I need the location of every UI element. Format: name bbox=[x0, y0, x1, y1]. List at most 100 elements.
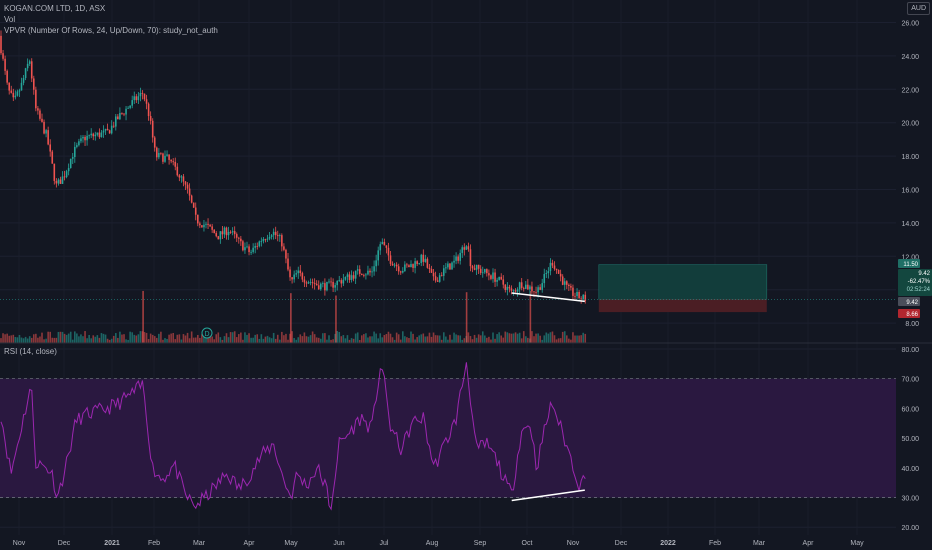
candle-body bbox=[8, 82, 10, 91]
volume-bar bbox=[336, 331, 338, 343]
rsi-divergence-line[interactable] bbox=[511, 489, 585, 502]
candle-body bbox=[393, 264, 396, 266]
volume-bar bbox=[381, 337, 384, 343]
volume-bar bbox=[420, 334, 423, 343]
candle-body bbox=[112, 125, 115, 127]
price-tick-label: 14.00 bbox=[901, 221, 919, 228]
volume-bar bbox=[414, 339, 416, 343]
volume-bar bbox=[510, 333, 513, 343]
currency-badge[interactable]: AUD bbox=[907, 2, 930, 15]
volume-bar bbox=[246, 334, 248, 343]
candle-body bbox=[438, 275, 441, 282]
candle-body bbox=[45, 130, 47, 134]
volume-bar bbox=[24, 336, 27, 343]
candle-body bbox=[235, 234, 238, 238]
candle-body bbox=[414, 261, 416, 268]
volume-bar bbox=[6, 333, 8, 343]
volume-bar bbox=[527, 337, 529, 343]
candle-body bbox=[525, 284, 527, 289]
price-tick-label: 26.00 bbox=[901, 21, 919, 28]
volume-bar bbox=[61, 331, 64, 343]
candle-body bbox=[410, 264, 412, 268]
candle-body bbox=[584, 294, 587, 302]
candle-body bbox=[561, 276, 564, 285]
volume-bar bbox=[242, 339, 244, 343]
price-tick-label: 16.00 bbox=[901, 188, 919, 195]
volume-bar bbox=[4, 334, 6, 343]
countdown-label: 02:52:24 bbox=[907, 287, 931, 293]
candle-body bbox=[389, 255, 392, 264]
candle-body bbox=[59, 179, 62, 184]
event-circle[interactable] bbox=[201, 327, 213, 339]
candle-body bbox=[199, 223, 201, 226]
candle-body bbox=[305, 282, 308, 284]
candle-body bbox=[512, 290, 515, 292]
candle-body bbox=[108, 130, 111, 134]
price-candles bbox=[0, 30, 587, 304]
candle-body bbox=[53, 163, 56, 181]
volume-bar bbox=[486, 337, 488, 343]
volume-bar bbox=[326, 339, 328, 343]
candle-body bbox=[426, 258, 429, 268]
candle-body bbox=[135, 96, 138, 101]
candle-body bbox=[180, 176, 183, 178]
volume-bar bbox=[449, 334, 451, 343]
candle-body bbox=[430, 269, 433, 273]
volume-bar bbox=[135, 335, 138, 343]
position-zones[interactable] bbox=[598, 264, 768, 313]
volume-bar bbox=[28, 336, 31, 343]
volume-bar bbox=[125, 339, 127, 343]
volume-spike bbox=[529, 291, 532, 343]
candle-body bbox=[527, 284, 529, 290]
candle-body bbox=[367, 270, 369, 275]
symbol-legend[interactable]: KOGAN.COM LTD, 1D, ASX bbox=[4, 4, 106, 13]
candle-body bbox=[354, 270, 357, 279]
volume-bar bbox=[256, 334, 259, 343]
candle-body bbox=[246, 246, 248, 248]
time-axis[interactable]: Nov Dec 2021 Feb Mar Apr May Jun Jul Aug Sep Oct Nov… bbox=[13, 540, 864, 547]
candle-body bbox=[205, 223, 207, 225]
candle-body bbox=[496, 279, 498, 282]
volume-bar bbox=[346, 335, 349, 343]
candle-body bbox=[82, 136, 84, 139]
volume-bar bbox=[344, 338, 347, 343]
price-badges: 11.509.42-62.47%02:52:249.428.66 bbox=[898, 259, 932, 318]
candle-body bbox=[477, 264, 480, 269]
rsi-legend[interactable]: RSI (14, close) bbox=[4, 347, 57, 356]
volume-bar bbox=[86, 338, 88, 343]
volume-bar bbox=[108, 339, 111, 343]
volume-bar bbox=[461, 339, 464, 343]
volume-bar bbox=[201, 334, 203, 343]
candle-body bbox=[223, 227, 226, 235]
candle-body bbox=[408, 265, 410, 268]
candle-body bbox=[469, 249, 472, 267]
candle-body bbox=[311, 282, 314, 284]
volume-bar bbox=[160, 331, 162, 343]
candle-body bbox=[406, 264, 408, 266]
target-zone[interactable] bbox=[598, 264, 768, 300]
candle-body bbox=[160, 152, 162, 154]
volume-bar bbox=[78, 336, 80, 343]
candle-body bbox=[22, 78, 25, 83]
candle-body bbox=[293, 274, 295, 280]
candle-body bbox=[502, 279, 505, 285]
candle-body bbox=[170, 159, 172, 162]
price-divergence-line[interactable] bbox=[511, 292, 585, 303]
vpvr-legend[interactable]: VPVR (Number Of Rows, 24, Up/Down, 70): … bbox=[4, 26, 218, 35]
volume-bar bbox=[2, 333, 4, 343]
candle-body bbox=[420, 254, 423, 264]
volume-bar bbox=[438, 335, 441, 343]
candle-body bbox=[207, 223, 209, 225]
candle-body bbox=[369, 270, 371, 273]
rsi-axis[interactable]: 80.00 70.00 60.00 50.00 40.00 30.00 20.00 bbox=[901, 347, 919, 532]
main-legend[interactable]: KOGAN.COM LTD, 1D, ASX Vol VPVR (Number … bbox=[4, 3, 218, 36]
stop-zone[interactable] bbox=[598, 299, 767, 313]
candle-body bbox=[500, 276, 502, 280]
volume-bar bbox=[330, 339, 332, 343]
volume-bar bbox=[39, 336, 41, 343]
dividend-event-marker[interactable]: D bbox=[201, 327, 213, 339]
candle-body bbox=[254, 246, 256, 248]
volume-legend[interactable]: Vol bbox=[4, 15, 16, 24]
time-tick-label: May bbox=[284, 540, 298, 547]
